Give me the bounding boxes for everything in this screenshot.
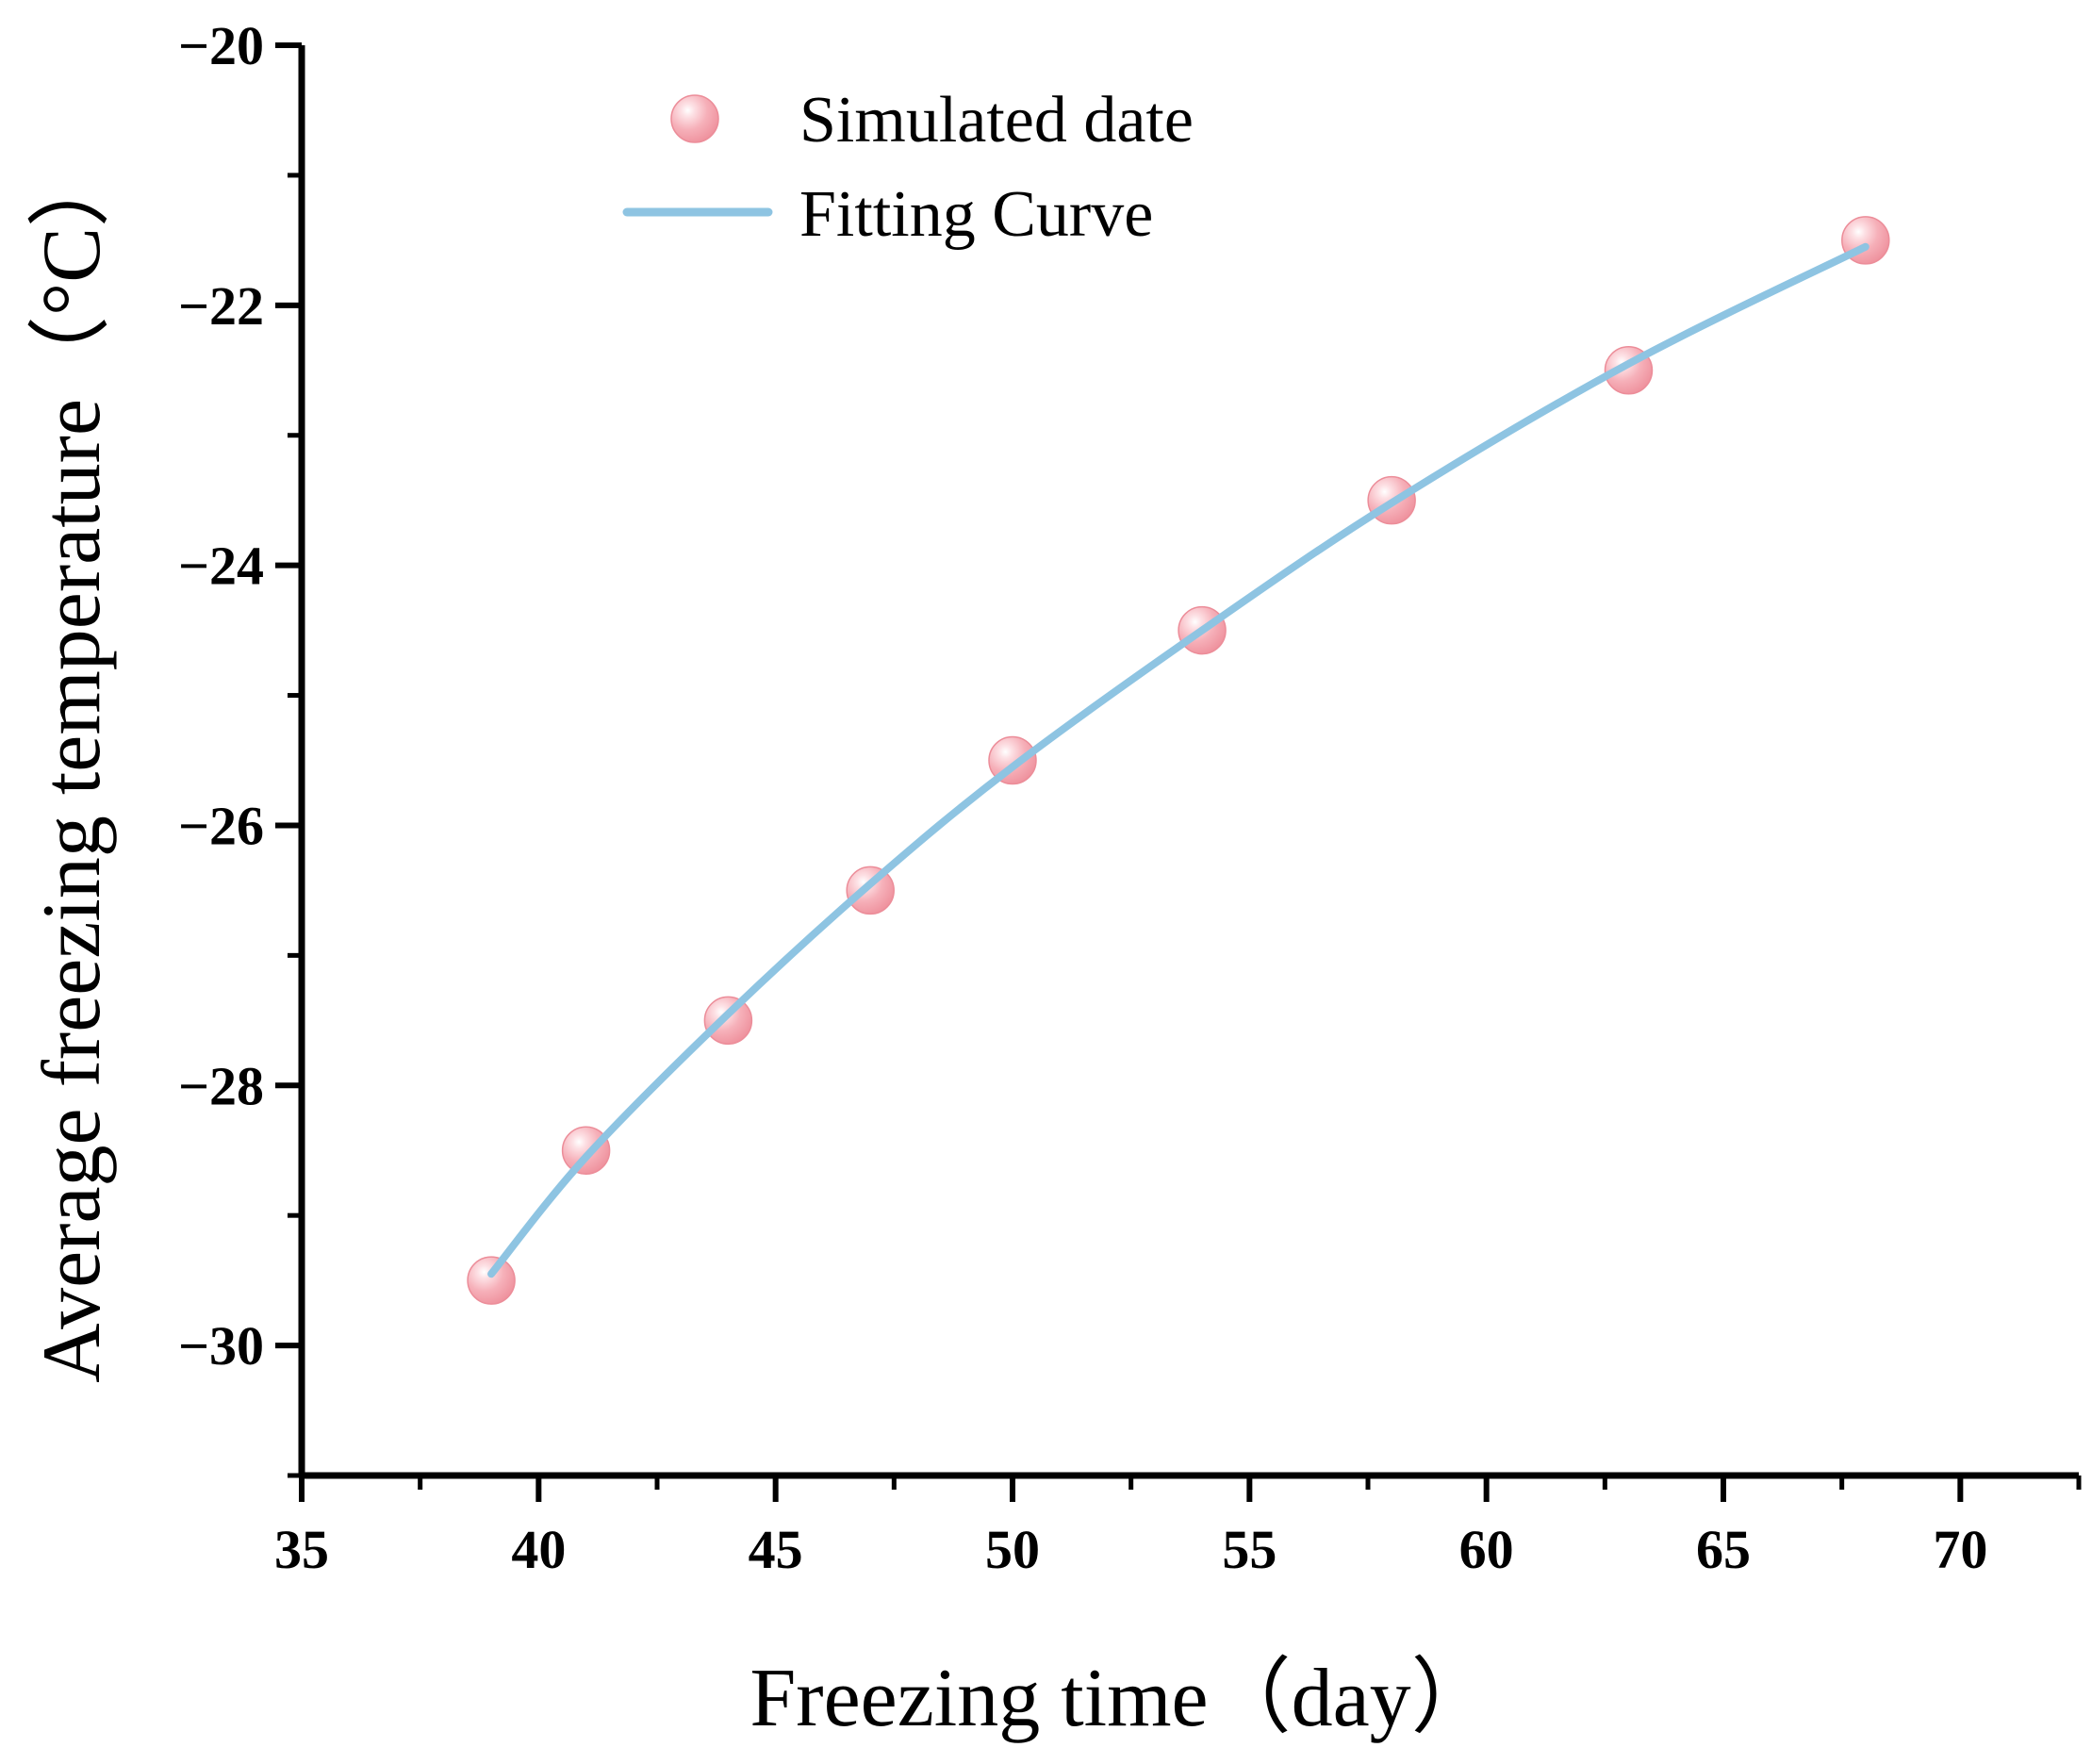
x-tick-label: 65	[1696, 1519, 1751, 1580]
data-point	[561, 1126, 611, 1175]
y-tick-label: −30	[178, 1315, 264, 1377]
fitting-curve-line	[487, 242, 1870, 1278]
x-tick-label: 45	[749, 1519, 803, 1580]
data-point-marker	[703, 996, 753, 1046]
legend: Simulated date Fitting Curve	[622, 84, 1194, 251]
data-point-marker	[561, 1126, 611, 1175]
y-axis-title: Average freezing temperature（°C）	[26, 144, 118, 1383]
data-point-marker	[467, 1256, 516, 1305]
x-tick-label: 55	[1222, 1519, 1277, 1580]
legend-scatter-marker	[670, 94, 719, 143]
x-tick-label: 50	[985, 1519, 1040, 1580]
data-point	[703, 996, 753, 1046]
x-tick-label: 35	[274, 1519, 329, 1580]
y-tick-label: −20	[178, 15, 264, 76]
axes-group: 35 40 45 50 55 60 65 70 −30 −28 −26 −24 −22 −20	[178, 15, 2082, 1580]
x-tick-label: 40	[511, 1519, 566, 1580]
x-tick-label: 70	[1933, 1519, 1987, 1580]
legend-item-scatter: Simulated date	[670, 84, 1194, 157]
fitting-curve-layer	[487, 242, 1870, 1278]
y-tick-label: −28	[178, 1055, 264, 1116]
data-point	[467, 1256, 516, 1305]
scatter-points-layer	[467, 216, 1890, 1305]
legend-line-label: Fitting Curve	[799, 178, 1153, 251]
axis-titles: Freezing time（day） Average freezing tempe…	[26, 144, 1494, 1744]
x-axis-title: Freezing time（day）	[749, 1653, 1493, 1744]
legend-item-line: Fitting Curve	[622, 178, 1153, 251]
y-tick-label: −24	[178, 536, 264, 597]
legend-scatter-label: Simulated date	[799, 84, 1194, 157]
y-tick-label: −26	[178, 795, 264, 856]
x-tick-label: 60	[1459, 1519, 1514, 1580]
y-tick-label: −22	[178, 275, 264, 337]
